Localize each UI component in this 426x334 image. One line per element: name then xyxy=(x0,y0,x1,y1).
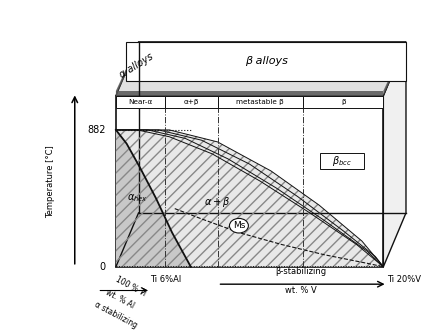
Text: 882: 882 xyxy=(87,125,105,135)
Text: β alloys: β alloys xyxy=(244,56,287,66)
Text: Temperature [°C]: Temperature [°C] xyxy=(46,145,55,218)
Text: α alloys: α alloys xyxy=(118,52,155,80)
Polygon shape xyxy=(115,130,190,267)
Polygon shape xyxy=(383,42,405,267)
Polygon shape xyxy=(115,96,383,267)
Text: β-stabilizing: β-stabilizing xyxy=(274,267,325,276)
Text: Ti 6%Al: Ti 6%Al xyxy=(150,275,181,284)
Text: Near-α: Near-α xyxy=(128,99,153,105)
Text: $\alpha_{hex}$: $\alpha_{hex}$ xyxy=(127,192,147,204)
Text: α stabilizing: α stabilizing xyxy=(93,300,139,330)
FancyBboxPatch shape xyxy=(126,42,405,80)
Text: wt. % V: wt. % V xyxy=(284,286,316,295)
Text: $\beta_{bcc}$: $\beta_{bcc}$ xyxy=(331,154,351,168)
Text: α+β: α+β xyxy=(183,99,199,105)
Text: Ms: Ms xyxy=(232,221,245,230)
Polygon shape xyxy=(138,42,405,47)
Text: wt. % Al: wt. % Al xyxy=(104,287,135,310)
FancyBboxPatch shape xyxy=(115,96,165,108)
Polygon shape xyxy=(115,42,405,96)
FancyBboxPatch shape xyxy=(320,153,363,169)
Text: 0: 0 xyxy=(99,262,105,272)
Text: metastable β: metastable β xyxy=(236,99,284,105)
Circle shape xyxy=(229,218,248,233)
Text: $\alpha+\beta$: $\alpha+\beta$ xyxy=(204,195,230,209)
Text: β: β xyxy=(340,99,345,105)
Text: 100 % Ti: 100 % Ti xyxy=(114,275,147,298)
Polygon shape xyxy=(383,42,405,96)
FancyBboxPatch shape xyxy=(217,96,302,108)
Polygon shape xyxy=(115,42,138,96)
Polygon shape xyxy=(115,91,383,96)
FancyBboxPatch shape xyxy=(302,96,383,108)
Text: Ti 20%V: Ti 20%V xyxy=(386,275,420,284)
Polygon shape xyxy=(115,130,383,267)
FancyBboxPatch shape xyxy=(165,96,217,108)
